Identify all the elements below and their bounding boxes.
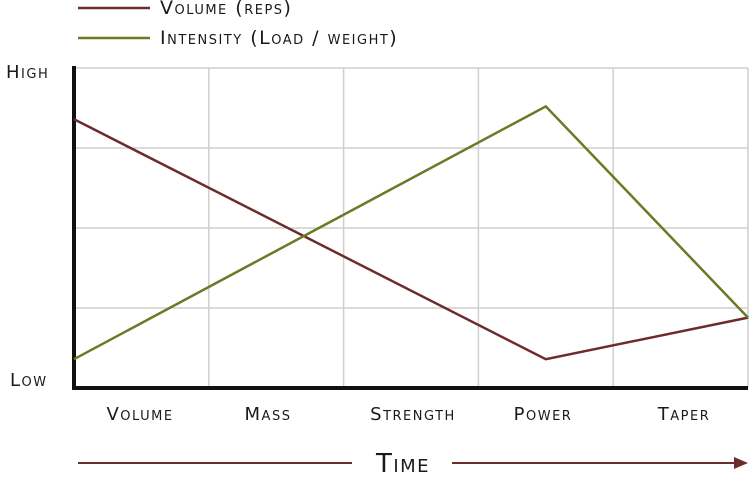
series-line-intensity (73, 104, 749, 361)
x-tick-label: Volume (106, 404, 173, 425)
series-line-volume (73, 118, 749, 361)
time-arrow-head (734, 457, 748, 469)
time-axis-arrow: Time (78, 449, 748, 479)
x-tick-labels: Volume Mass Strength Power Taper (106, 404, 710, 425)
x-tick-label: Strength (370, 404, 456, 425)
legend: Volume (reps) Intensity (Load / weight) (78, 0, 398, 49)
time-label: Time (375, 449, 430, 479)
legend-entry-volume: Volume (reps) (78, 0, 292, 19)
legend-label-intensity: Intensity (Load / weight) (160, 27, 398, 49)
y-tick-label-low: Low (10, 370, 48, 391)
y-tick-label-high: High (6, 62, 49, 83)
x-tick-label: Taper (657, 404, 710, 425)
legend-entry-intensity: Intensity (Load / weight) (78, 27, 398, 49)
x-tick-label: Power (514, 404, 573, 425)
x-tick-label: Mass (245, 404, 292, 425)
series-lines (73, 104, 749, 361)
legend-label-volume: Volume (reps) (160, 0, 292, 19)
grid (74, 67, 749, 388)
